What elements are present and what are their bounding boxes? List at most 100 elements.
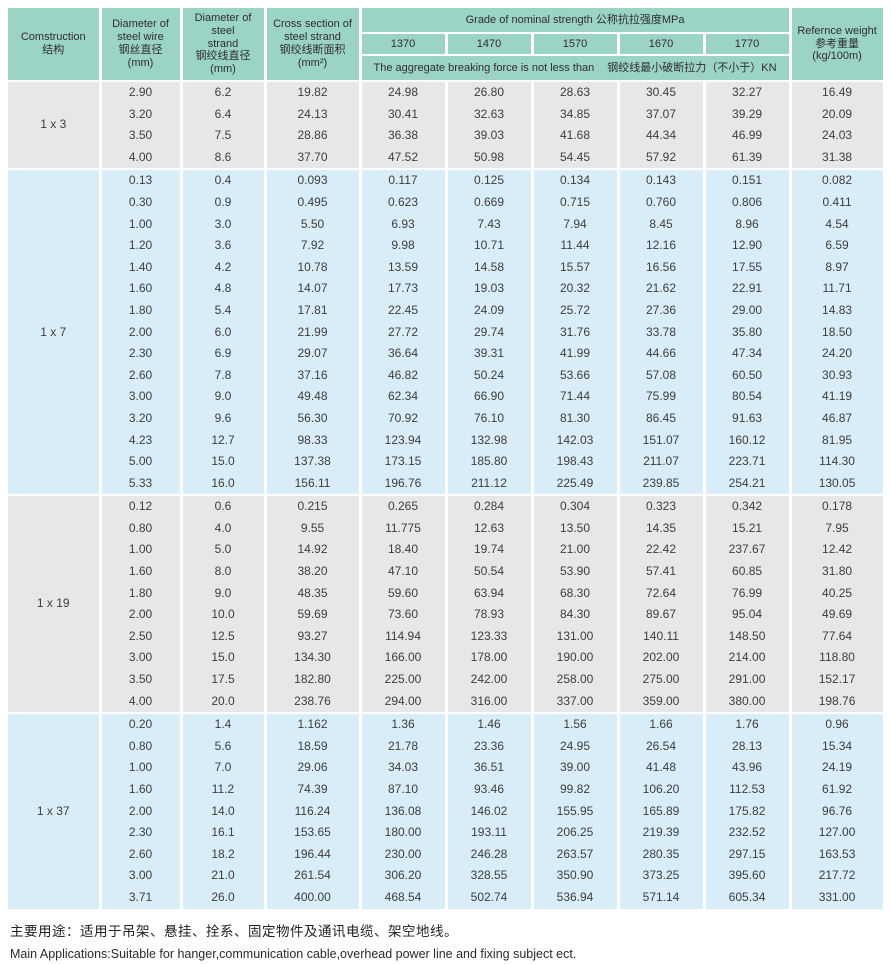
- data-cell: 0.9: [181, 191, 267, 214]
- data-cell: 1.60: [100, 561, 183, 583]
- table-row: 3.71 26.0 400.00 468.54 502.74 536.94 571.14 60…: [8, 886, 886, 909]
- data-cell: 74.39: [265, 779, 362, 801]
- data-cell: 39.00: [532, 757, 620, 779]
- data-cell: 0.13: [100, 168, 183, 192]
- data-cell: 54.45: [532, 146, 620, 170]
- data-cell: 18.59: [265, 735, 362, 758]
- data-cell: 28.63: [532, 81, 620, 104]
- grade-1670-header: 1670: [618, 33, 706, 56]
- data-cell: 242.00: [446, 669, 534, 691]
- data-cell: 6.9: [181, 343, 267, 365]
- data-cell: 5.33: [100, 472, 183, 496]
- data-cell: 0.623: [360, 191, 448, 214]
- breaking-force-note-zh: 钢绞线最小破断拉力（不小于）KN: [607, 61, 777, 74]
- table-row: 1.40 4.2 10.78 13.59 14.58 15.57 16.56 17.55 8.9…: [8, 256, 886, 279]
- data-cell: 0.151: [704, 168, 792, 192]
- table-row: 3.00 9.0 49.48 62.34 66.90 71.44 75.99 80.54 41.…: [8, 386, 886, 408]
- data-cell: 28.13: [704, 735, 792, 758]
- data-cell: 27.36: [618, 299, 706, 322]
- data-cell: 258.00: [532, 669, 620, 691]
- data-cell: 3.20: [100, 407, 183, 430]
- data-cell: 59.60: [360, 582, 448, 605]
- cross-section-header: Cross section of steel strand 钢绞线断面积 (mm…: [265, 8, 362, 82]
- table-row: 1.80 5.4 17.81 22.45 24.09 25.72 27.36 29.00 14.…: [8, 299, 886, 322]
- data-cell: 93.27: [265, 625, 362, 648]
- table-row: 3.20 6.4 24.13 30.41 32.63 34.85 37.07 39.29 20.…: [8, 103, 886, 126]
- table-row: 3.00 15.0 134.30 166.00 178.00 190.00 202.00 21…: [8, 647, 886, 670]
- wire-diameter-line4: (mm): [127, 56, 154, 69]
- data-cell: 44.66: [618, 343, 706, 365]
- data-cell: 114.94: [360, 625, 448, 648]
- data-cell: 32.63: [446, 103, 534, 126]
- data-cell: 6.59: [790, 235, 886, 257]
- data-cell: 80.54: [704, 386, 792, 408]
- data-cell: 185.80: [446, 451, 534, 473]
- data-cell: 28.86: [265, 125, 362, 147]
- data-cell: 3.50: [100, 125, 183, 147]
- data-cell: 30.93: [790, 364, 886, 387]
- data-cell: 0.80: [100, 517, 183, 540]
- data-cell: 41.99: [532, 343, 620, 365]
- data-cell: 12.42: [790, 539, 886, 562]
- data-cell: 24.98: [360, 81, 448, 104]
- table-row: 1.00 3.0 5.50 6.93 7.43 7.94 8.45 8.96 4.54: [8, 213, 886, 236]
- data-cell: 0.082: [790, 168, 886, 192]
- data-cell: 46.87: [790, 407, 886, 430]
- data-cell: 7.0: [181, 757, 267, 779]
- data-cell: 114.30: [790, 451, 886, 473]
- data-cell: 47.10: [360, 561, 448, 583]
- data-cell: 91.63: [704, 407, 792, 430]
- data-cell: 93.46: [446, 779, 534, 801]
- data-cell: 7.43: [446, 213, 534, 236]
- data-cell: 13.50: [532, 517, 620, 540]
- data-cell: 95.04: [704, 604, 792, 626]
- data-cell: 502.74: [446, 886, 534, 909]
- data-cell: 1.56: [532, 712, 620, 736]
- data-cell: 2.60: [100, 364, 183, 387]
- data-cell: 380.00: [704, 690, 792, 714]
- data-cell: 99.82: [532, 779, 620, 801]
- data-cell: 5.0: [181, 539, 267, 562]
- data-cell: 263.57: [532, 843, 620, 866]
- data-cell: 6.4: [181, 103, 267, 126]
- data-cell: 68.30: [532, 582, 620, 605]
- table-row: 4.00 8.6 37.70 47.52 50.98 54.45 57.92 61.39 31.…: [8, 146, 886, 170]
- table-row: 5.00 15.0 137.38 173.15 185.80 198.43 211.07 22…: [8, 451, 886, 473]
- data-cell: 123.33: [446, 625, 534, 648]
- data-cell: 297.15: [704, 843, 792, 866]
- data-cell: 39.03: [446, 125, 534, 147]
- data-cell: 17.55: [704, 256, 792, 279]
- data-cell: 26.0: [181, 886, 267, 909]
- data-cell: 72.64: [618, 582, 706, 605]
- data-cell: 130.05: [790, 472, 886, 496]
- data-cell: 10.71: [446, 235, 534, 257]
- table-row: 1.00 5.0 14.92 18.40 19.74 21.00 22.42 237.67 12…: [8, 539, 886, 562]
- wire-diameter-line3: 钢丝直径: [118, 44, 163, 56]
- data-cell: 53.66: [532, 364, 620, 387]
- table-row: 0.30 0.9 0.495 0.623 0.669 0.715 0.760 0.806 0.4…: [8, 191, 886, 214]
- data-cell: 4.54: [790, 213, 886, 236]
- data-cell: 70.92: [360, 407, 448, 430]
- data-cell: 11.775: [360, 517, 448, 540]
- data-cell: 20.09: [790, 103, 886, 126]
- data-cell: 193.11: [446, 822, 534, 844]
- data-cell: 3.6: [181, 235, 267, 257]
- data-cell: 316.00: [446, 690, 534, 714]
- data-cell: 4.23: [100, 429, 183, 452]
- data-cell: 2.90: [100, 81, 183, 104]
- data-cell: 116.24: [265, 800, 362, 823]
- data-cell: 31.80: [790, 561, 886, 583]
- data-cell: 0.20: [100, 712, 183, 736]
- data-cell: 9.0: [181, 386, 267, 408]
- data-cell: 0.178: [790, 494, 886, 518]
- main-applications-note-zh: 主要用途：适用于吊架、悬挂、拴系、固定物件及通讯电缆、架空地线。: [10, 923, 458, 939]
- data-cell: 2.50: [100, 625, 183, 648]
- data-cell: 134.30: [265, 647, 362, 670]
- data-cell: 29.74: [446, 321, 534, 344]
- data-cell: 24.20: [790, 343, 886, 365]
- data-cell: 41.48: [618, 757, 706, 779]
- data-cell: 196.76: [360, 472, 448, 496]
- data-cell: 71.44: [532, 386, 620, 408]
- data-cell: 1.40: [100, 256, 183, 279]
- data-cell: 21.0: [181, 865, 267, 887]
